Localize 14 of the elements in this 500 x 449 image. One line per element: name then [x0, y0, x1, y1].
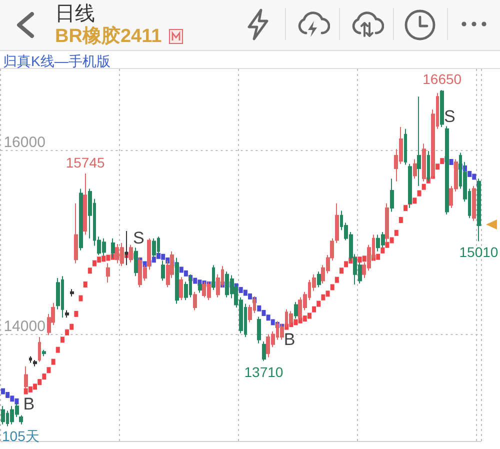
y-tick-label: 14000 — [4, 318, 46, 336]
data-label: S — [444, 107, 456, 126]
annotation: 16650 — [422, 71, 462, 88]
chart-title: 日线 — [55, 2, 95, 26]
annotation: 15010 — [459, 244, 498, 260]
annotation: 105天 — [2, 428, 40, 444]
data-label: B — [284, 330, 296, 349]
annotation: 15745 — [66, 154, 106, 171]
text: 归真K线—手机版 — [3, 53, 110, 69]
data-label: B — [23, 394, 35, 414]
annotation: 13710 — [244, 364, 284, 380]
y-tick-label: 16000 — [4, 134, 46, 152]
data-label: S — [132, 228, 144, 248]
chart-subtitle: BR橡胶2411 — [55, 26, 162, 48]
